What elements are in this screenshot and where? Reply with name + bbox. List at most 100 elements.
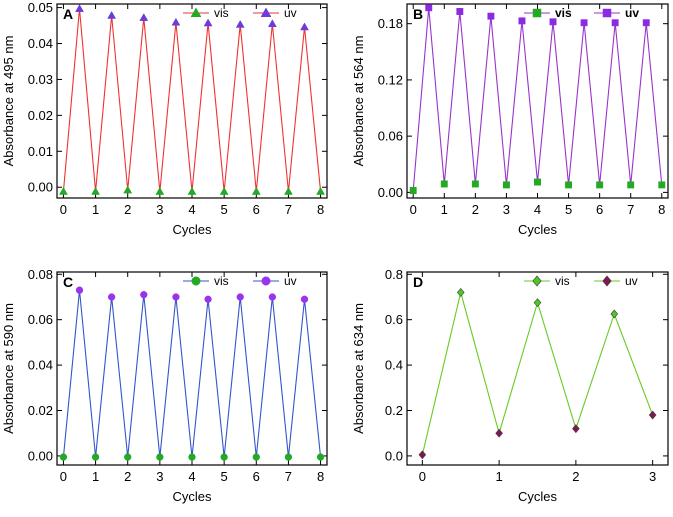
- data-point-vis: [187, 187, 197, 195]
- data-point-uv: [300, 295, 309, 303]
- data-point-vis: [610, 309, 619, 319]
- data-point-uv: [268, 293, 277, 301]
- data-point-vis: [188, 453, 196, 461]
- legend-label-vis: vis: [214, 6, 229, 20]
- y-axis-label: Absorbance at 634 nm: [351, 303, 366, 434]
- y-tick-label: 0.0: [385, 448, 403, 463]
- data-point-vis: [252, 453, 260, 461]
- y-axis-label: Absorbance at 590 nm: [1, 303, 16, 434]
- data-point-vis: [91, 187, 101, 195]
- chart-panel-b: 0 1 2 3 4 5 6 7 8 0.00 0.06 0.12 0.18 Cycles Absorbanc…: [351, 3, 669, 237]
- data-point-uv: [139, 13, 149, 21]
- x-tick-label: 2: [124, 469, 131, 484]
- plot-frame: [406, 271, 669, 466]
- data-point-uv: [172, 293, 180, 301]
- y-tick-label: 0.04: [28, 358, 53, 373]
- chart-panel-d: 0 1 2 3 0.0 0.2 0.4 0.6 0.8 Cycles Absorbance at 6…: [351, 267, 669, 504]
- data-point-uv: [267, 19, 277, 28]
- x-axis-label: Cycles: [518, 489, 558, 504]
- x-tick-label: 4: [188, 202, 195, 217]
- x-tick-label: 8: [317, 469, 324, 484]
- x-tick-label: 1: [441, 202, 448, 217]
- x-tick-label: 2: [472, 202, 479, 217]
- data-point-uv: [580, 19, 588, 27]
- series-line: [62, 290, 322, 458]
- y-tick-label: 0.04: [28, 36, 53, 51]
- data-point-vis: [59, 453, 68, 461]
- legend-marker-uv: [260, 7, 272, 17]
- data-point-uv: [495, 428, 503, 438]
- data-point-uv: [456, 8, 464, 15]
- data-point-vis: [596, 181, 604, 189]
- x-tick-label: 7: [285, 202, 292, 217]
- data-point-vis: [534, 178, 541, 186]
- y-tick-label: 0.01: [28, 144, 53, 159]
- x-tick-label: 4: [188, 469, 195, 484]
- x-tick-label: 8: [317, 202, 324, 217]
- legend-label-vis: vis: [555, 274, 570, 288]
- data-point-vis: [440, 180, 448, 188]
- y-tick-label: 0.00: [378, 185, 403, 200]
- data-point-vis: [409, 187, 417, 194]
- y-tick-label: 0.08: [28, 267, 53, 282]
- data-point-uv: [418, 450, 427, 460]
- y-tick-label: 0.18: [378, 16, 403, 31]
- x-tick-label: 5: [221, 202, 228, 217]
- x-tick-label: 0: [60, 202, 67, 217]
- data-point-uv: [203, 18, 213, 27]
- data-point-vis: [123, 185, 133, 194]
- data-point-uv: [300, 22, 309, 31]
- y-tick-label: 0.06: [378, 129, 403, 144]
- data-point-vis: [155, 187, 165, 195]
- data-point-vis: [658, 181, 666, 189]
- data-point-vis: [471, 180, 479, 188]
- data-point-uv: [107, 10, 117, 19]
- y-axis-label: Absorbance at 495 nm: [1, 36, 16, 167]
- x-tick-label: 0: [60, 469, 67, 484]
- data-point-vis: [58, 187, 68, 195]
- x-tick-label: 3: [156, 202, 163, 217]
- data-point-uv: [235, 19, 245, 28]
- x-tick-label: 5: [565, 202, 572, 217]
- x-tick-label: 2: [124, 202, 131, 217]
- data-point-uv: [549, 18, 557, 26]
- data-point-vis: [124, 453, 132, 461]
- data-point-uv: [75, 286, 84, 294]
- legend-marker-vis: [532, 8, 542, 18]
- x-tick-label: 3: [156, 469, 163, 484]
- x-tick-label: 5: [221, 469, 228, 484]
- data-point-uv: [611, 19, 619, 27]
- y-tick-label: 0.6: [385, 312, 403, 327]
- legend-marker-vis: [190, 7, 202, 17]
- x-tick-label: 0: [410, 202, 417, 217]
- legend-marker-uv: [261, 276, 271, 286]
- y-tick-label: 0.12: [378, 72, 403, 87]
- panel-letter: D: [413, 274, 423, 290]
- panel-letter: B: [413, 6, 423, 22]
- x-tick-label: 7: [285, 469, 292, 484]
- legend-marker-vis: [532, 275, 542, 287]
- chart-panel-c: 0 1 2 3 4 5 6 7 8 0.00 0.02 0.04 0.06 0.08 Cycles Absor…: [1, 267, 328, 504]
- x-tick-label: 3: [649, 469, 656, 484]
- data-point-vis: [565, 181, 573, 189]
- y-tick-label: 0.02: [28, 403, 53, 418]
- panel-letter: A: [63, 6, 73, 22]
- series-line: [62, 8, 322, 192]
- data-point-vis: [456, 287, 465, 297]
- data-point-vis: [251, 187, 261, 195]
- data-point-uv: [518, 17, 526, 25]
- legend-label-vis: vis: [555, 6, 572, 20]
- y-tick-label: 0.4: [385, 358, 403, 373]
- data-point-uv: [204, 295, 212, 303]
- data-point-vis: [220, 453, 228, 461]
- x-axis-label: Cycles: [172, 489, 212, 504]
- legend-label-uv: uv: [284, 6, 297, 20]
- x-tick-label: 1: [92, 202, 99, 217]
- panel-letter: C: [63, 274, 73, 290]
- data-point-uv: [487, 12, 495, 20]
- x-tick-label: 1: [496, 469, 503, 484]
- legend-marker-uv: [602, 275, 612, 287]
- data-point-vis: [156, 453, 164, 461]
- x-tick-label: 8: [658, 202, 665, 217]
